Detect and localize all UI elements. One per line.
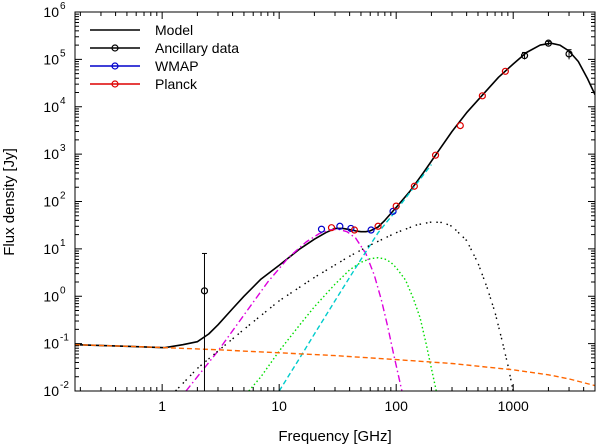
legend-item-planck: Planck <box>90 76 198 92</box>
y-tick-label: 10 <box>43 288 59 304</box>
point-wmap <box>317 225 326 233</box>
legend: Model Ancillary data WMAP Planck <box>90 22 239 92</box>
point-planck <box>478 92 486 100</box>
legend-label: WMAP <box>155 58 199 74</box>
y-tick-exponent: 2 <box>60 191 66 202</box>
point-wmap <box>336 222 344 230</box>
curve-modified-blackbody <box>174 221 514 391</box>
x-tick-label: 1000 <box>498 398 529 414</box>
point-wmap <box>367 226 375 234</box>
point-planck <box>431 151 440 159</box>
data-points <box>200 39 573 391</box>
point-planck <box>350 226 359 234</box>
y-tick-exponent: 3 <box>60 143 66 154</box>
point-ancillary-data <box>565 49 573 60</box>
point-planck <box>501 67 509 75</box>
curve-thermal-dust <box>278 164 432 391</box>
point-planck <box>327 224 336 232</box>
y-tick-label: 10 <box>43 194 59 210</box>
point-ancillary-data <box>520 51 529 60</box>
y-tick-label: 10 <box>43 4 59 20</box>
point-wmap <box>347 224 355 233</box>
y-tick-exponent: 1 <box>60 238 66 249</box>
legend-item-model: Model <box>90 22 193 38</box>
y-tick-exponent: 0 <box>60 285 66 296</box>
point-ancillary-data <box>200 252 209 391</box>
point-wmap <box>389 207 397 215</box>
y-tick-label: 10 <box>43 336 59 352</box>
y-tick-exponent: 5 <box>60 48 66 59</box>
y-tick-label: 10 <box>43 383 59 399</box>
legend-label: Model <box>155 22 193 38</box>
legend-label: Ancillary data <box>155 40 239 56</box>
y-axis-title: Flux density [Jy] <box>1 148 18 256</box>
y-tick-exponent: -1 <box>60 333 69 344</box>
point-planck <box>392 202 400 210</box>
curve-free-free <box>75 344 595 387</box>
x-tick-label: 10 <box>271 398 287 414</box>
model-curves <box>75 42 595 391</box>
y-tick-exponent: 6 <box>60 1 66 12</box>
y-tick-exponent: 4 <box>60 96 66 107</box>
y-tick-exponent: -2 <box>60 380 69 391</box>
point-planck <box>374 222 382 230</box>
y-tick-label: 10 <box>43 146 59 162</box>
y-tick-label: 10 <box>43 51 59 67</box>
curve-ancillary-dust-component <box>248 257 437 391</box>
x-axis-title: Frequency [GHz] <box>278 428 391 445</box>
y-tick-label: 10 <box>43 99 59 115</box>
legend-item-ancillary-data: Ancillary data <box>90 40 239 56</box>
point-ancillary-data <box>544 39 553 47</box>
point-planck <box>410 182 418 190</box>
x-tick-label: 100 <box>385 398 409 414</box>
y-tick-label: 10 <box>43 241 59 257</box>
legend-label: Planck <box>155 76 198 92</box>
point-planck <box>456 122 464 130</box>
legend-item-wmap: WMAP <box>90 58 199 74</box>
x-tick-label: 1 <box>158 398 166 414</box>
